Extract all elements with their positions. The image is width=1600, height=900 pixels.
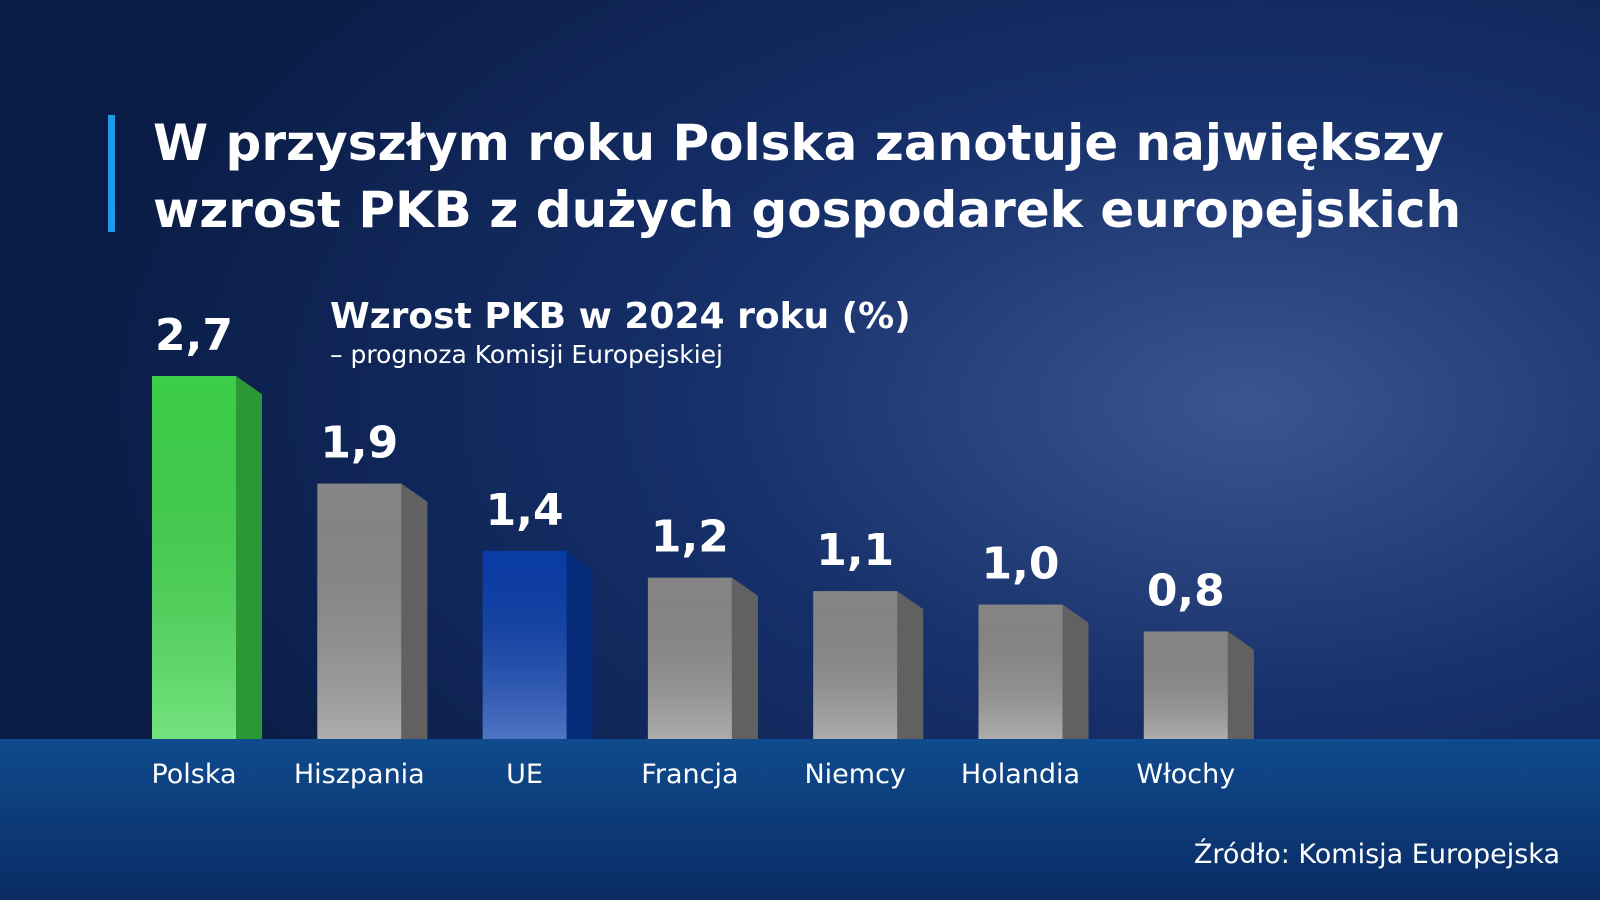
value-label: 1,1 (816, 525, 894, 576)
value-label: 1,4 (486, 485, 564, 536)
chart-note: – prognoza Komisji Europejskiej (330, 340, 723, 369)
bar-side (897, 591, 924, 739)
bar-side-shade (566, 550, 593, 739)
source: Źródło: Komisja Europejska (1194, 838, 1560, 870)
chart-title: W przyszłym roku Polska zanotuje najwięk… (153, 114, 1461, 239)
bar-shine (482, 550, 567, 739)
bars: 2,7 Polska 1,9 Hiszpania 1,4 UE 1,2 Francja 1,1 N… (151, 310, 1254, 790)
bar-side-shade (1227, 631, 1254, 739)
value-label: 1,2 (651, 512, 729, 563)
title-line: W przyszłym roku Polska zanotuje najwięk… (153, 114, 1444, 172)
accent-bar (108, 115, 115, 232)
bar-side-shade (401, 483, 428, 739)
value-label: 1,0 (982, 539, 1060, 590)
category-label: Włochy (1136, 759, 1235, 790)
bar-shine (978, 604, 1063, 739)
category-label: Hiszpania (294, 759, 425, 790)
value-label: 2,7 (155, 310, 233, 361)
bar-shine (317, 483, 402, 739)
category-label: Polska (151, 759, 236, 790)
bar-shine (152, 376, 236, 739)
bar-side-shade (1062, 604, 1089, 739)
bar-side (1227, 631, 1254, 739)
title-line: wzrost PKB z dużych gospodarek europejsk… (153, 181, 1461, 239)
value-label: 0,8 (1147, 565, 1225, 616)
bar-shine (813, 591, 898, 739)
value-label: 1,9 (320, 418, 398, 469)
bar-side-shade (897, 591, 924, 739)
category-label: Francja (641, 759, 738, 790)
category-label: UE (506, 759, 543, 790)
bottom-band (0, 739, 1600, 900)
bar-side (401, 483, 428, 739)
category-label: Holandia (961, 759, 1080, 790)
bar-side (1062, 604, 1089, 739)
chart-subtitle: Wzrost PKB w 2024 roku (%) (330, 296, 911, 337)
bar-side (731, 577, 758, 739)
bar-side (236, 376, 262, 739)
bar-side-shade (731, 577, 758, 739)
bar-side-shade (236, 376, 262, 739)
bar-shine (1143, 631, 1228, 739)
bar-side (566, 550, 593, 739)
bar-shine (647, 577, 732, 739)
category-label: Niemcy (804, 759, 905, 790)
